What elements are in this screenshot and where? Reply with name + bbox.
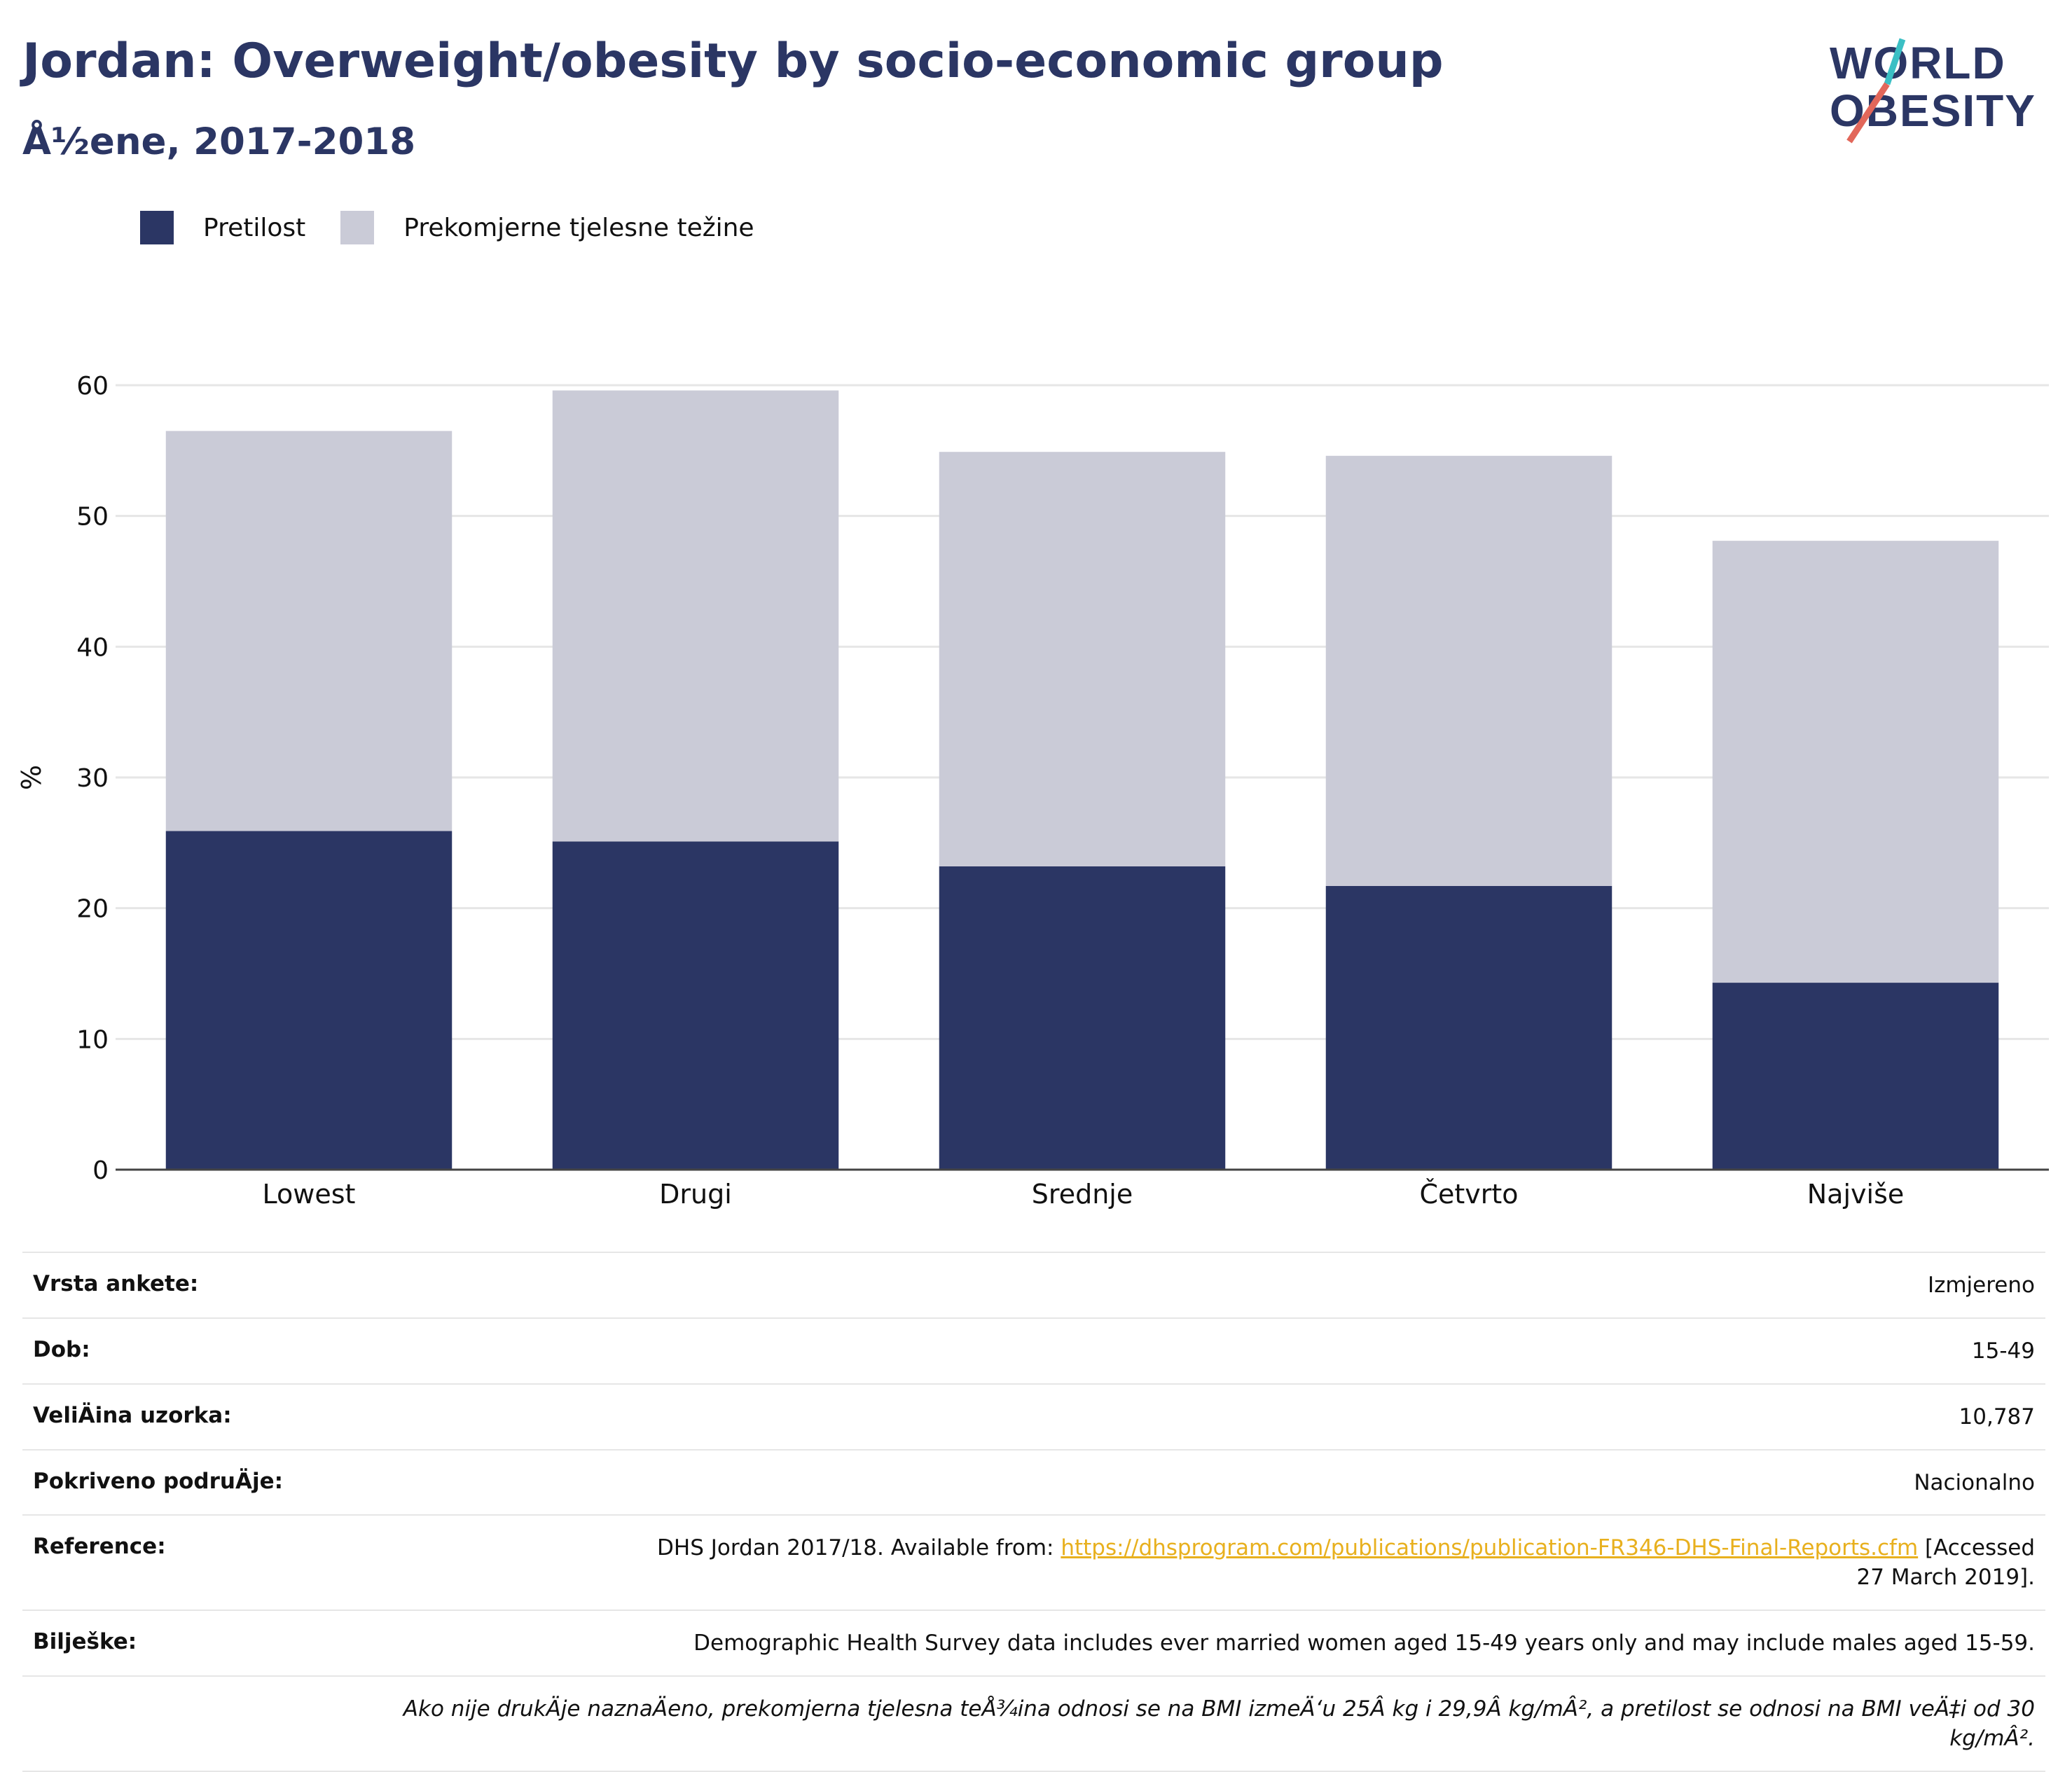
meta-row-reference: Reference: DHS Jordan 2017/18. Available…	[22, 1514, 2045, 1610]
meta-value: 10,787	[1959, 1403, 2035, 1432]
x-tick-label: Srednje	[1032, 1179, 1133, 1210]
meta-row-age: Dob: 15-49	[22, 1317, 2045, 1383]
reference-link[interactable]: https://dhsprogram.com/publications/publ…	[1061, 1535, 1918, 1560]
y-tick-label: 0	[92, 1156, 109, 1185]
bar-overweight	[166, 431, 452, 831]
legend-label-obesity: Pretilost	[203, 214, 305, 242]
chart-title: Jordan: Overweight/obesity by socio-econ…	[22, 34, 1444, 89]
legend-swatch-obesity	[140, 211, 174, 244]
reference-text: DHS Jordan 2017/18. Available from: http…	[634, 1534, 2035, 1593]
y-tick-label: 10	[76, 1025, 109, 1054]
x-tick-label: Lowest	[263, 1179, 356, 1210]
legend-swatch-overweight	[340, 211, 374, 244]
world-obesity-logo: WORLD OBESITY	[1828, 35, 2059, 147]
bar-obesity	[166, 831, 452, 1170]
meta-key: Dob:	[33, 1337, 90, 1366]
meta-row-notes: Bilješke: Demographic Health Survey data…	[22, 1610, 2045, 1675]
meta-row-area-covered: Pokriveno podruÄje: Nacionalno	[22, 1449, 2045, 1515]
meta-key: Bilješke:	[33, 1629, 137, 1659]
footnote: Ako nije drukÄje naznaÄeno, prekomjern…	[354, 1695, 2035, 1754]
y-tick-label: 60	[76, 372, 109, 401]
metadata-table: Vrsta ankete: Izmjereno Dob: 15-49 VeliÄ…	[22, 1252, 2045, 1772]
y-tick-label: 20	[76, 895, 109, 924]
bar-obesity	[553, 841, 838, 1170]
bar-overweight	[1326, 456, 1612, 886]
logo-word-world: WORLD	[1830, 38, 2006, 88]
meta-row-sample-size: VeliÄina uzorka: 10,787	[22, 1383, 2045, 1449]
meta-value: Nacionalno	[1914, 1469, 2035, 1498]
bar-obesity	[1326, 886, 1612, 1170]
y-tick-label: 40	[76, 633, 109, 662]
reference-prefix: DHS Jordan 2017/18. Available from:	[657, 1535, 1061, 1560]
chart-legend: Pretilost Prekomjerne tjelesne težine	[140, 207, 789, 249]
bar-obesity	[1713, 983, 1998, 1170]
bar-overweight	[939, 452, 1225, 866]
meta-value: Izmjereno	[1928, 1271, 2035, 1301]
stacked-bar-chart: 0 10 20 30 40 50 60% Lowest Drugi Srednje Četvrto N…	[0, 336, 2072, 1212]
legend-item-overweight: Prekomjerne tjelesne težine	[340, 211, 754, 244]
legend-label-overweight: Prekomjerne tjelesne težine	[403, 214, 754, 242]
legend-item-obesity: Pretilost	[140, 211, 305, 244]
x-tick-label: Četvrto	[1419, 1179, 1518, 1210]
meta-key: Reference:	[33, 1534, 166, 1593]
meta-row-survey-type: Vrsta ankete: Izmjereno	[22, 1252, 2045, 1317]
x-tick-label: Drugi	[659, 1179, 732, 1210]
y-tick-label: 30	[76, 764, 109, 793]
meta-value: Demographic Health Survey data includes …	[693, 1629, 2035, 1659]
bar-overweight	[1713, 541, 1998, 983]
meta-key: Vrsta ankete:	[33, 1271, 198, 1301]
meta-key: Pokriveno podruÄje:	[33, 1469, 283, 1498]
x-tick-label: Najviše	[1807, 1179, 1905, 1210]
chart-subtitle: Å½ene, 2017-2018	[22, 120, 415, 163]
meta-key: VeliÄina uzorka:	[33, 1403, 232, 1432]
bar-obesity	[939, 866, 1225, 1170]
bar-overweight	[553, 390, 838, 841]
y-axis-label: %	[16, 765, 47, 790]
meta-value: 15-49	[1972, 1337, 2035, 1366]
y-tick-label: 50	[76, 503, 109, 532]
